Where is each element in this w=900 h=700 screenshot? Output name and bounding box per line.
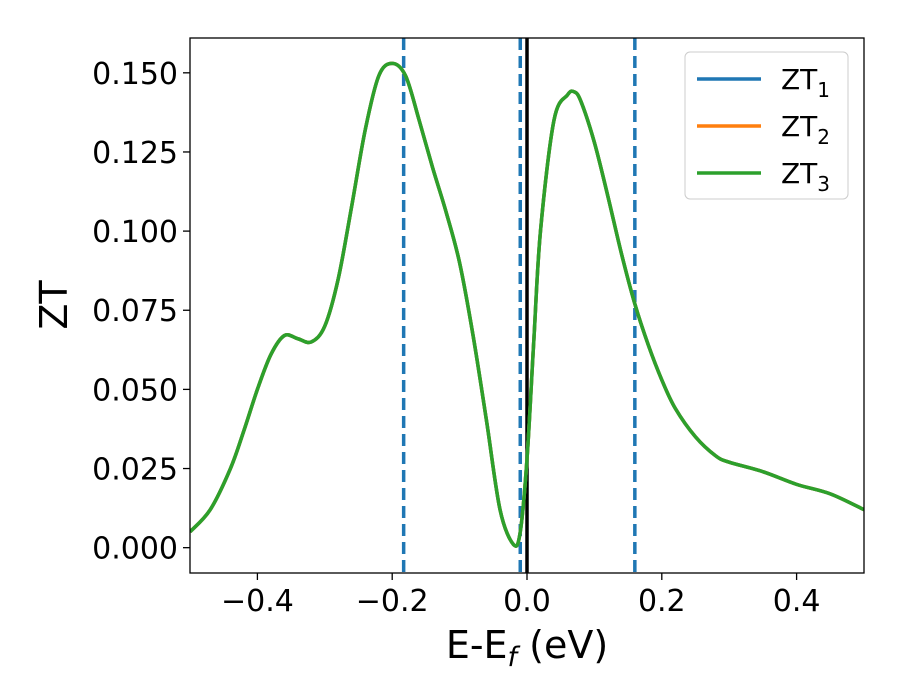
y-tick-label: 0.150 <box>92 57 178 92</box>
legend-label-zt3: ZT3 <box>781 157 830 196</box>
x-axis-title: E-Ef (eV) <box>446 623 608 673</box>
x-tick-label: −0.2 <box>356 584 429 619</box>
data-curves <box>190 61 864 548</box>
y-tick-label: 0.025 <box>92 453 178 488</box>
y-tick-label: 0.125 <box>92 136 178 171</box>
legend-box <box>684 51 849 200</box>
legend: ZT1 ZT2 ZT3 <box>684 51 849 200</box>
legend-label-zt2: ZT2 <box>781 110 830 149</box>
x-tick-label: −0.4 <box>221 584 294 619</box>
legend-label-zt1: ZT1 <box>781 63 830 102</box>
y-axis-title: ZT <box>32 280 76 330</box>
reference-lines <box>401 38 637 573</box>
x-axis: −0.4 −0.2 0.0 0.2 0.4 <box>221 573 820 619</box>
series-line-zt3 <box>190 61 864 548</box>
x-tick-label: 0.2 <box>638 584 686 619</box>
y-tick-label: 0.075 <box>92 294 178 329</box>
x-tick-label: 0.4 <box>773 584 821 619</box>
y-tick-label: 0.000 <box>92 532 178 567</box>
x-tick-label: 0.0 <box>503 584 551 619</box>
y-axis: 0.000 0.025 0.050 0.075 0.100 0.125 0.150 <box>92 57 190 567</box>
y-tick-label: 0.050 <box>92 373 178 408</box>
y-tick-label: 0.100 <box>92 215 178 250</box>
